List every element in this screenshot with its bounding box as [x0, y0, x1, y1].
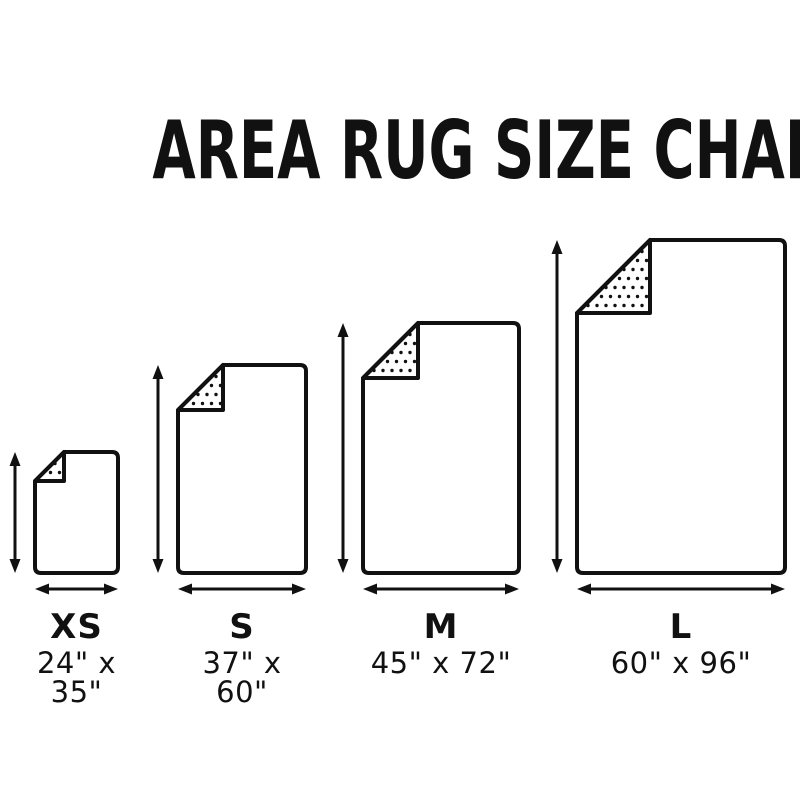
- rug-outline: [361, 321, 521, 575]
- size-dimensions-s: 37" x 60": [202, 646, 282, 709]
- rug-illustration-s: [152, 363, 308, 595]
- rug-outline: [575, 238, 787, 575]
- size-label-xs: XS: [50, 607, 103, 647]
- size-label-s: S: [229, 607, 255, 647]
- rug-group-m: M 45" x 72": [331, 321, 521, 678]
- height-arrow: [337, 323, 349, 573]
- rug-group-l: L 60" x 96": [545, 238, 787, 678]
- size-label-l: L: [669, 607, 693, 647]
- rug-folded-corner: [575, 238, 652, 315]
- width-arrow: [363, 583, 519, 595]
- size-dimensions-xs: 24" x 35": [36, 646, 117, 709]
- height-arrow: [551, 240, 563, 573]
- rug-illustration-m: [337, 321, 521, 595]
- rug-outline: [176, 363, 308, 575]
- size-dimensions-m: 45" x 72": [370, 646, 512, 680]
- size-label-m: M: [423, 607, 459, 647]
- rug-illustration-l: [551, 238, 787, 595]
- rug-folded-corner: [361, 321, 420, 380]
- rug-folded-corner: [176, 363, 225, 412]
- width-arrow: [577, 583, 785, 595]
- page-title-text: AREA RUG SIZE CHART: [152, 104, 800, 197]
- width-arrow: [178, 583, 306, 595]
- height-arrow: [9, 452, 21, 573]
- rug-group-xs: XS 24" x 35": [3, 450, 120, 707]
- page-title: AREA RUG SIZE CHART: [0, 111, 800, 191]
- rug-folded-corner: [33, 450, 66, 483]
- rug-group-s: S 37" x 60": [146, 363, 308, 707]
- height-arrow: [152, 365, 164, 573]
- width-arrow: [35, 583, 118, 595]
- rug-illustration-xs: [9, 450, 120, 595]
- size-dimensions-l: 60" x 96": [610, 646, 752, 680]
